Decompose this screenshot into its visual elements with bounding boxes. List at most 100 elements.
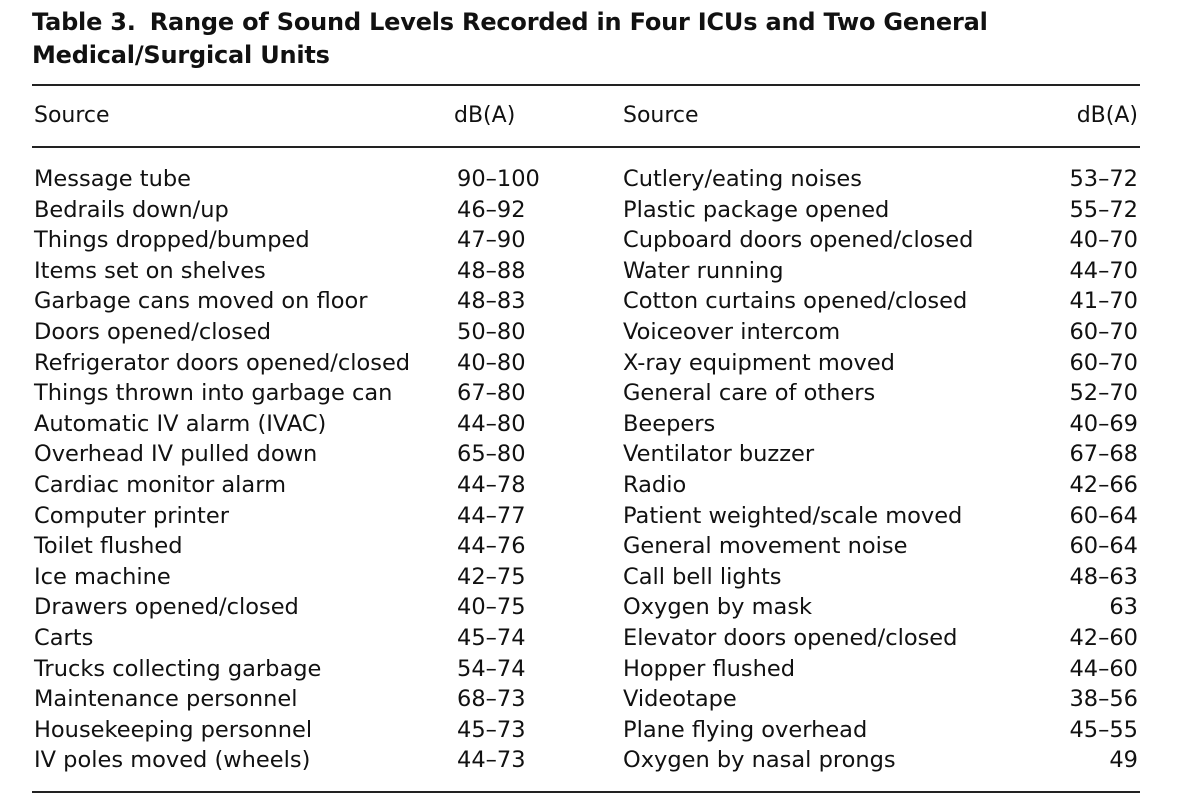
table-row: Refrigerator doors opened/closed 40–80 X-r… — [0, 348, 1200, 379]
table-caption: Table 3. Range of Sound Levels Recorded i… — [32, 6, 1162, 72]
source-right-cell: General movement noise — [623, 533, 908, 560]
db-right-cell: 53–72 — [1069, 166, 1138, 192]
source-right-cell: Oxygen by mask — [623, 594, 813, 621]
db-right-cell: 63 — [1109, 594, 1138, 621]
db-left-cell: 44–80 — [457, 410, 526, 437]
source-right-cell: Cupboard doors opened/closed — [623, 227, 974, 254]
db-left-cell: 65–80 — [457, 441, 526, 468]
source-right-cell: Cotton curtains opened/closed — [623, 288, 968, 315]
table-row: Overhead IV pulled down 65–80 Ventilator b… — [0, 439, 1200, 470]
source-left-cell: Doors opened/closed — [34, 318, 272, 345]
source-left-cell: Things dropped/bumped — [34, 227, 310, 254]
table-row: Doors opened/closed 50–80 Voiceover interc… — [0, 317, 1200, 348]
source-left-cell: Toilet flushed — [34, 533, 183, 560]
db-left-cell: 68–73 — [457, 686, 526, 713]
db-right-cell: 44–70 — [1069, 257, 1138, 284]
table-title: Range of Sound Levels Recorded in Four I… — [32, 8, 988, 69]
source-left-cell: Carts — [34, 624, 94, 651]
db-right-cell: 44–60 — [1069, 655, 1138, 682]
db-left-cell: 45–74 — [457, 624, 526, 651]
table-row: Toilet flushed 44–76 General movement nois… — [0, 531, 1200, 562]
db-right-cell: 60–64 — [1069, 502, 1138, 529]
source-left-cell: Drawers opened/closed — [34, 594, 299, 621]
header-source-left: Source — [34, 103, 110, 128]
header-db-left: dB(A) — [454, 103, 516, 128]
source-left-cell: Message tube — [34, 166, 191, 192]
db-right-cell: 60–64 — [1069, 533, 1138, 560]
table-row: Cardiac monitor alarm 44–78 Radio 42–66 — [0, 470, 1200, 501]
source-left-cell: Bedrails down/up — [34, 196, 229, 223]
table-row: Ice machine 42–75 Call bell lights 48–63 — [0, 562, 1200, 593]
table-row: Things thrown into garbage can 67–80 Gener… — [0, 378, 1200, 409]
source-right-cell: Videotape — [623, 686, 737, 713]
db-right-cell: 52–70 — [1069, 380, 1138, 407]
db-right-cell: 48–63 — [1069, 563, 1138, 590]
source-left-cell: Things thrown into garbage can — [34, 380, 393, 407]
db-left-cell: 44–73 — [457, 747, 526, 774]
table-body: Message tube 90–100 Cutlery/eating noises 5… — [0, 164, 1200, 776]
db-right-cell: 60–70 — [1069, 318, 1138, 345]
source-left-cell: Ice machine — [34, 563, 171, 590]
source-right-cell: Plane flying overhead — [623, 716, 868, 743]
db-left-cell: 50–80 — [457, 318, 526, 345]
db-left-cell: 44–77 — [457, 502, 526, 529]
source-right-cell: Voiceover intercom — [623, 318, 841, 345]
source-right-cell: Elevator doors opened/closed — [623, 624, 958, 651]
source-right-cell: Patient weighted/scale moved — [623, 502, 963, 529]
db-right-cell: 42–66 — [1069, 471, 1138, 498]
header-source-right: Source — [623, 103, 699, 128]
source-right-cell: Radio — [623, 471, 687, 498]
db-left-cell: 42–75 — [457, 563, 526, 590]
top-rule — [32, 84, 1140, 86]
source-right-cell: Beepers — [623, 410, 716, 437]
source-right-cell: Ventilator buzzer — [623, 441, 815, 468]
table-row: Maintenance personnel 68–73 Videotape 38–56 — [0, 684, 1200, 715]
db-left-cell: 44–76 — [457, 533, 526, 560]
source-left-cell: Items set on shelves — [34, 257, 266, 284]
db-right-cell: 40–70 — [1069, 227, 1138, 254]
table-row: IV poles moved (wheels) 44–73 Oxygen by na… — [0, 745, 1200, 776]
db-left-cell: 40–75 — [457, 594, 526, 621]
db-left-cell: 67–80 — [457, 380, 526, 407]
db-left-cell: 44–78 — [457, 471, 526, 498]
db-right-cell: 41–70 — [1069, 288, 1138, 315]
source-left-cell: Cardiac monitor alarm — [34, 471, 286, 498]
source-left-cell: Housekeeping personnel — [34, 716, 313, 743]
table-row: Items set on shelves 48–88 Water running 44… — [0, 256, 1200, 287]
source-left-cell: Refrigerator doors opened/closed — [34, 349, 411, 376]
db-right-cell: 40–69 — [1069, 410, 1138, 437]
source-left-cell: Automatic IV alarm (IVAC) — [34, 410, 327, 437]
source-left-cell: IV poles moved (wheels) — [34, 747, 311, 774]
source-right-cell: Hopper flushed — [623, 655, 796, 682]
db-left-cell: 47–90 — [457, 227, 526, 254]
db-right-cell: 55–72 — [1069, 196, 1138, 223]
table-number: Table 3. — [32, 8, 136, 36]
source-right-cell: Plastic package opened — [623, 196, 890, 223]
db-left-cell: 54–74 — [457, 655, 526, 682]
source-right-cell: Cutlery/eating noises — [623, 166, 862, 192]
db-right-cell: 49 — [1109, 747, 1138, 774]
db-right-cell: 42–60 — [1069, 624, 1138, 651]
table-row: Things dropped/bumped 47–90 Cupboard doors… — [0, 225, 1200, 256]
header-db-right: dB(A) — [1076, 103, 1138, 128]
db-right-cell: 38–56 — [1069, 686, 1138, 713]
source-left-cell: Maintenance personnel — [34, 686, 298, 713]
db-left-cell: 46–92 — [457, 196, 526, 223]
bottom-rule — [32, 791, 1140, 793]
db-right-cell: 45–55 — [1069, 716, 1138, 743]
source-right-cell: General care of others — [623, 380, 876, 407]
db-right-cell: 67–68 — [1069, 441, 1138, 468]
source-left-cell: Trucks collecting garbage — [34, 655, 322, 682]
table-row: Message tube 90–100 Cutlery/eating noises 5… — [0, 164, 1200, 195]
db-left-cell: 45–73 — [457, 716, 526, 743]
source-right-cell: Oxygen by nasal prongs — [623, 747, 896, 774]
db-left-cell: 90–100 — [457, 166, 540, 192]
source-right-cell: Water running — [623, 257, 784, 284]
table-row: Drawers opened/closed 40–75 Oxygen by mask… — [0, 592, 1200, 623]
source-right-cell: X-ray equipment moved — [623, 349, 895, 376]
table-row: Carts 45–74 Elevator doors opened/closed 42… — [0, 623, 1200, 654]
db-left-cell: 48–83 — [457, 288, 526, 315]
table-row: Computer printer 44–77 Patient weighted/sc… — [0, 501, 1200, 532]
source-left-cell: Garbage cans moved on floor — [34, 288, 368, 315]
source-left-cell: Overhead IV pulled down — [34, 441, 318, 468]
